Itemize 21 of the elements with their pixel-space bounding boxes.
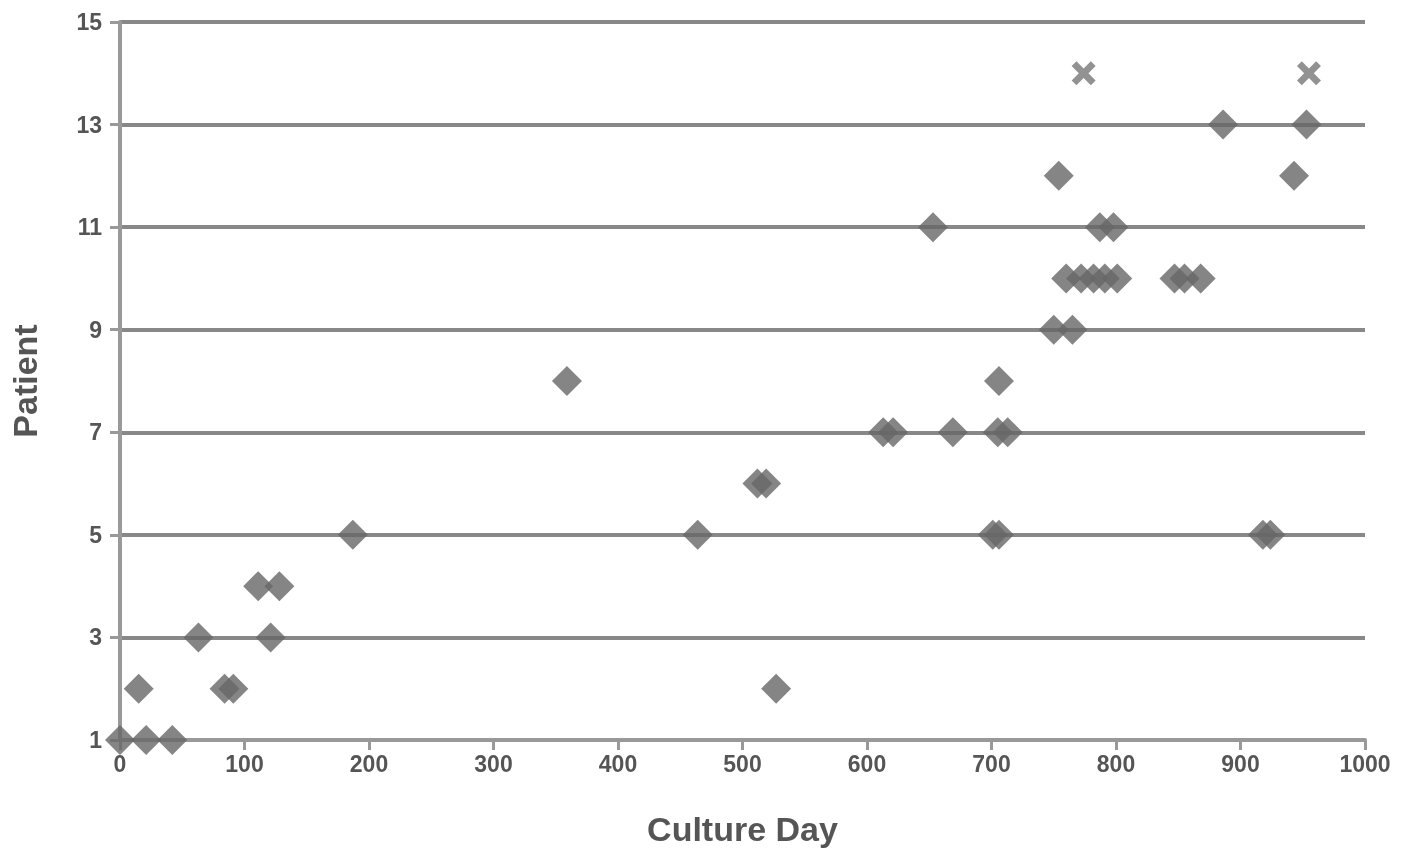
y-tick-label: 3 <box>89 624 102 651</box>
y-tick-label: 1 <box>89 727 103 753</box>
x-axis-title: Culture Day <box>647 810 838 848</box>
x-tick-label: 200 <box>349 750 389 777</box>
x-tick-label: 300 <box>474 750 513 777</box>
y-tick-label: 11 <box>77 214 103 241</box>
x-tick-label: 1000 <box>1339 750 1391 777</box>
y-axis-title: Patient <box>6 324 44 438</box>
x-tick-label: 0 <box>113 750 127 777</box>
x-tick-label: 400 <box>598 750 638 777</box>
x-tick-label: 100 <box>225 750 264 777</box>
y-tick-label: 15 <box>76 9 103 35</box>
y-tick-label: 13 <box>76 111 102 138</box>
x-tick-label: 800 <box>1096 750 1136 777</box>
y-tick-label: 5 <box>89 521 103 548</box>
x-tick-label: 700 <box>972 750 1011 777</box>
y-tick-label: 7 <box>89 419 102 446</box>
x-tick-label: 600 <box>847 750 887 777</box>
y-tick-label: 9 <box>89 316 102 343</box>
x-tick-label: 900 <box>1221 750 1260 777</box>
x-tick-label: 500 <box>723 750 762 777</box>
